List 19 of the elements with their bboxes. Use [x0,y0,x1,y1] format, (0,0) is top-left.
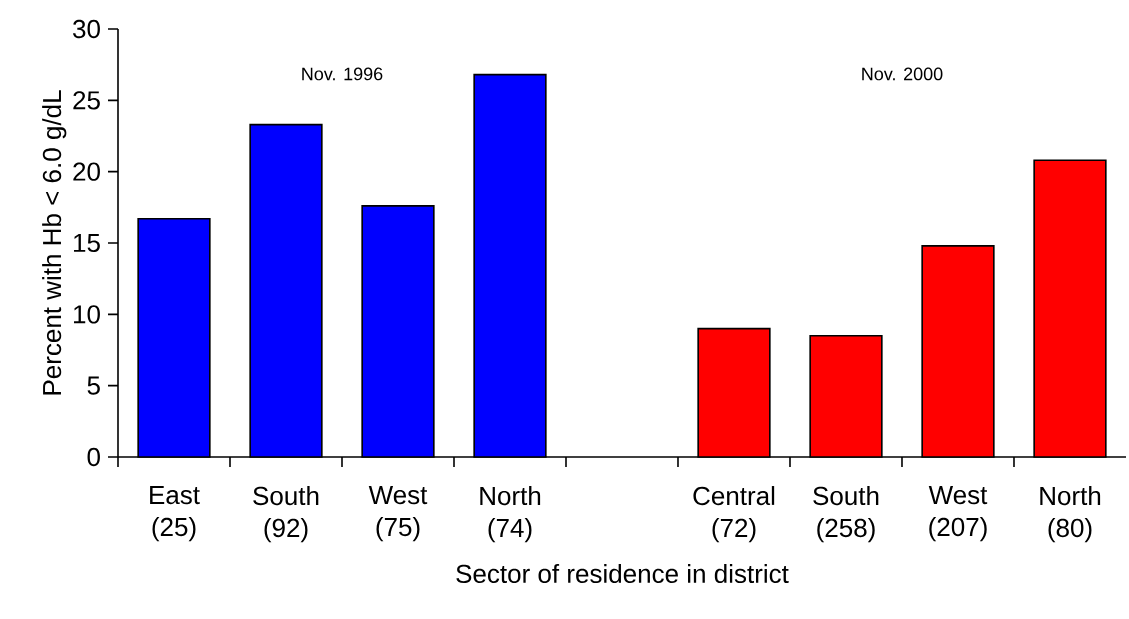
x-tick-label: North (80) [1040,486,1101,543]
x-axis-title: Sector of residence in district [456,563,789,584]
y-tick-label: 15 [74,233,100,253]
y-tick-label: 5 [87,376,100,395]
x-tick-label: Central (72) [693,486,775,543]
x-tick-label: East (25) [150,486,200,542]
annotation: Nov. 1996 [302,67,383,81]
x-tick-label: West (207) [928,486,988,542]
y-axis-title: Percent with Hb < 6.0 g/dL [42,90,67,395]
y-tick-label: 0 [87,447,100,467]
x-tick-label: South (258) [813,486,879,543]
y-tick-label: 30 [73,19,100,39]
y-tick-label: 10 [74,305,100,324]
x-tick-label: North (74) [480,486,541,543]
x-tick-label: West (75) [368,486,428,542]
annotation: Nov. 2000 [862,67,943,81]
x-tick-label: South (92) [253,486,319,543]
y-tick-label: 25 [73,91,100,110]
y-tick-label: 20 [73,162,100,181]
